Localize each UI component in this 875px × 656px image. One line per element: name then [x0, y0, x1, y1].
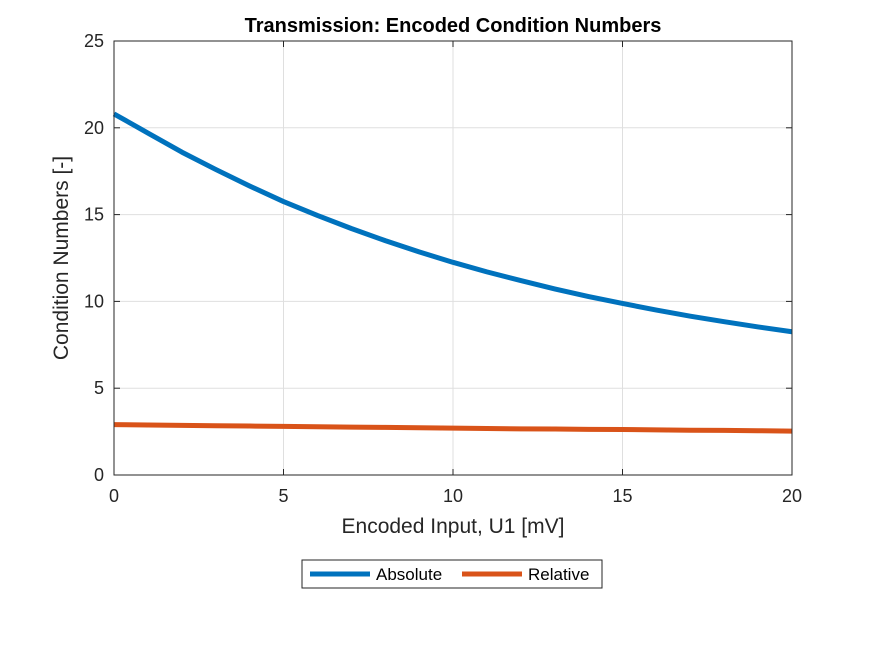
y-tick-label: 25	[84, 31, 104, 51]
legend-label-absolute: Absolute	[376, 565, 442, 584]
y-tick-label: 5	[94, 378, 104, 398]
y-tick-label: 20	[84, 118, 104, 138]
x-tick-label: 10	[443, 486, 463, 506]
y-tick-label: 0	[94, 465, 104, 485]
series-lines	[112, 111, 793, 434]
x-tick-label: 15	[612, 486, 632, 506]
series-line-absolute	[112, 111, 793, 335]
series-line-relative	[113, 422, 793, 434]
y-tick-label: 15	[84, 205, 104, 225]
y-tick-label: 10	[84, 291, 104, 311]
chart-title: Transmission: Encoded Condition Numbers	[245, 15, 662, 37]
grid	[114, 41, 792, 475]
x-tick-label: 5	[278, 486, 288, 506]
x-tick-label: 20	[782, 486, 802, 506]
legend: Absolute Relative	[301, 559, 603, 589]
x-axis-label: Encoded Input, U1 [mV]	[342, 515, 565, 538]
legend-label-relative: Relative	[528, 565, 589, 584]
y-axis-label: Condition Numbers [-]	[50, 156, 73, 360]
tick-labels: 0 5 10 15 20 0 5 10 15 20 25	[84, 31, 802, 506]
x-tick-label: 0	[109, 486, 119, 506]
ticks	[113, 40, 793, 476]
